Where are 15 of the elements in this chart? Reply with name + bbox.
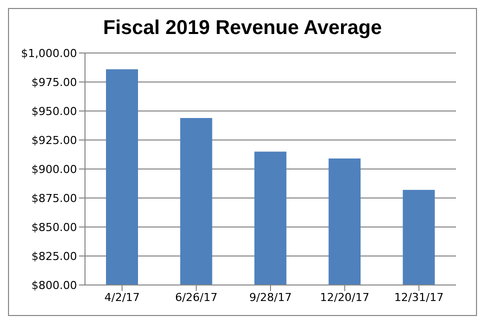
y-tick-label: $800.00 — [32, 278, 77, 292]
y-tick-label: $975.00 — [32, 76, 77, 89]
chart-title: Fiscal 2019 Revenue Average — [102, 17, 383, 41]
x-tick-label: 6/26/17 — [175, 290, 218, 304]
x-tick-label: 12/20/17 — [320, 290, 370, 304]
y-tick-label: $950.00 — [32, 104, 77, 118]
x-tick-label: 4/2/17 — [104, 290, 140, 304]
x-tick-label: 12/31/17 — [394, 290, 444, 304]
y-tick-label: $850.00 — [32, 220, 77, 234]
x-tick-label: 9/28/17 — [249, 290, 292, 304]
y-tick-label: $1,000.00 — [21, 46, 77, 60]
y-tick-label: $925.00 — [32, 134, 77, 147]
y-tick-label: $875.00 — [32, 192, 77, 205]
y-tick-label: $900.00 — [32, 162, 77, 176]
y-tick-label: $825.00 — [32, 250, 77, 263]
